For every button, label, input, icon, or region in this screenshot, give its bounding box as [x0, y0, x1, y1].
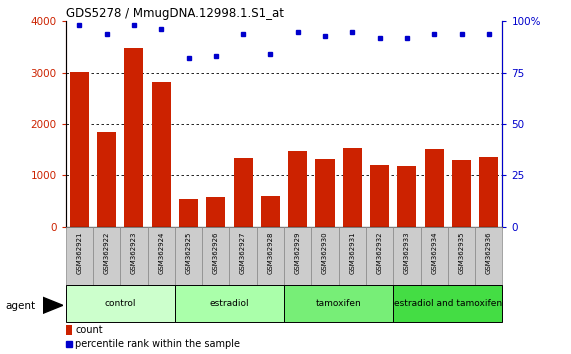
- Bar: [147, 227, 175, 285]
- Text: estradiol and tamoxifen: estradiol and tamoxifen: [394, 299, 502, 308]
- Text: GSM362925: GSM362925: [186, 231, 191, 274]
- Bar: [339, 227, 366, 285]
- Text: GSM362921: GSM362921: [77, 231, 82, 274]
- Text: GSM362928: GSM362928: [267, 231, 274, 274]
- Text: GSM362931: GSM362931: [349, 231, 355, 274]
- Text: control: control: [104, 299, 136, 308]
- Text: GSM362930: GSM362930: [322, 231, 328, 274]
- Text: GSM362922: GSM362922: [103, 231, 110, 274]
- Bar: [343, 148, 362, 227]
- Bar: [120, 227, 147, 285]
- Bar: [93, 227, 120, 285]
- Bar: [370, 165, 389, 227]
- Bar: [202, 227, 230, 285]
- Bar: [315, 159, 335, 227]
- Bar: [230, 227, 257, 285]
- Text: agent: agent: [6, 301, 36, 311]
- Text: count: count: [75, 325, 103, 335]
- Bar: [152, 82, 171, 227]
- Bar: [393, 227, 421, 285]
- Bar: [452, 160, 471, 227]
- Text: GSM362926: GSM362926: [213, 231, 219, 274]
- Bar: [66, 285, 175, 322]
- Bar: [66, 227, 93, 285]
- Bar: [70, 72, 89, 227]
- Text: GSM362924: GSM362924: [158, 231, 164, 274]
- Bar: [311, 227, 339, 285]
- Text: GSM362934: GSM362934: [431, 231, 437, 274]
- Bar: [175, 227, 202, 285]
- Bar: [175, 285, 284, 322]
- Text: GSM362933: GSM362933: [404, 231, 410, 274]
- Text: GSM362936: GSM362936: [486, 231, 492, 274]
- Bar: [479, 157, 498, 227]
- Text: estradiol: estradiol: [210, 299, 250, 308]
- Bar: [366, 227, 393, 285]
- Bar: [66, 325, 72, 335]
- Text: GSM362929: GSM362929: [295, 231, 301, 274]
- Bar: [475, 227, 502, 285]
- Text: percentile rank within the sample: percentile rank within the sample: [75, 339, 240, 349]
- Bar: [284, 285, 393, 322]
- Text: GSM362923: GSM362923: [131, 231, 137, 274]
- Bar: [397, 166, 416, 227]
- Bar: [261, 196, 280, 227]
- Bar: [206, 197, 226, 227]
- Bar: [448, 227, 475, 285]
- Bar: [124, 48, 143, 227]
- Bar: [393, 285, 502, 322]
- Bar: [284, 227, 311, 285]
- Bar: [234, 158, 253, 227]
- Text: GSM362932: GSM362932: [377, 231, 383, 274]
- Bar: [97, 132, 116, 227]
- Text: GSM362927: GSM362927: [240, 231, 246, 274]
- Bar: [425, 149, 444, 227]
- Text: tamoxifen: tamoxifen: [316, 299, 361, 308]
- Bar: [288, 151, 307, 227]
- Text: GDS5278 / MmugDNA.12998.1.S1_at: GDS5278 / MmugDNA.12998.1.S1_at: [66, 7, 284, 20]
- Bar: [257, 227, 284, 285]
- Polygon shape: [43, 297, 63, 313]
- Text: GSM362935: GSM362935: [459, 231, 465, 274]
- Bar: [179, 199, 198, 227]
- Bar: [421, 227, 448, 285]
